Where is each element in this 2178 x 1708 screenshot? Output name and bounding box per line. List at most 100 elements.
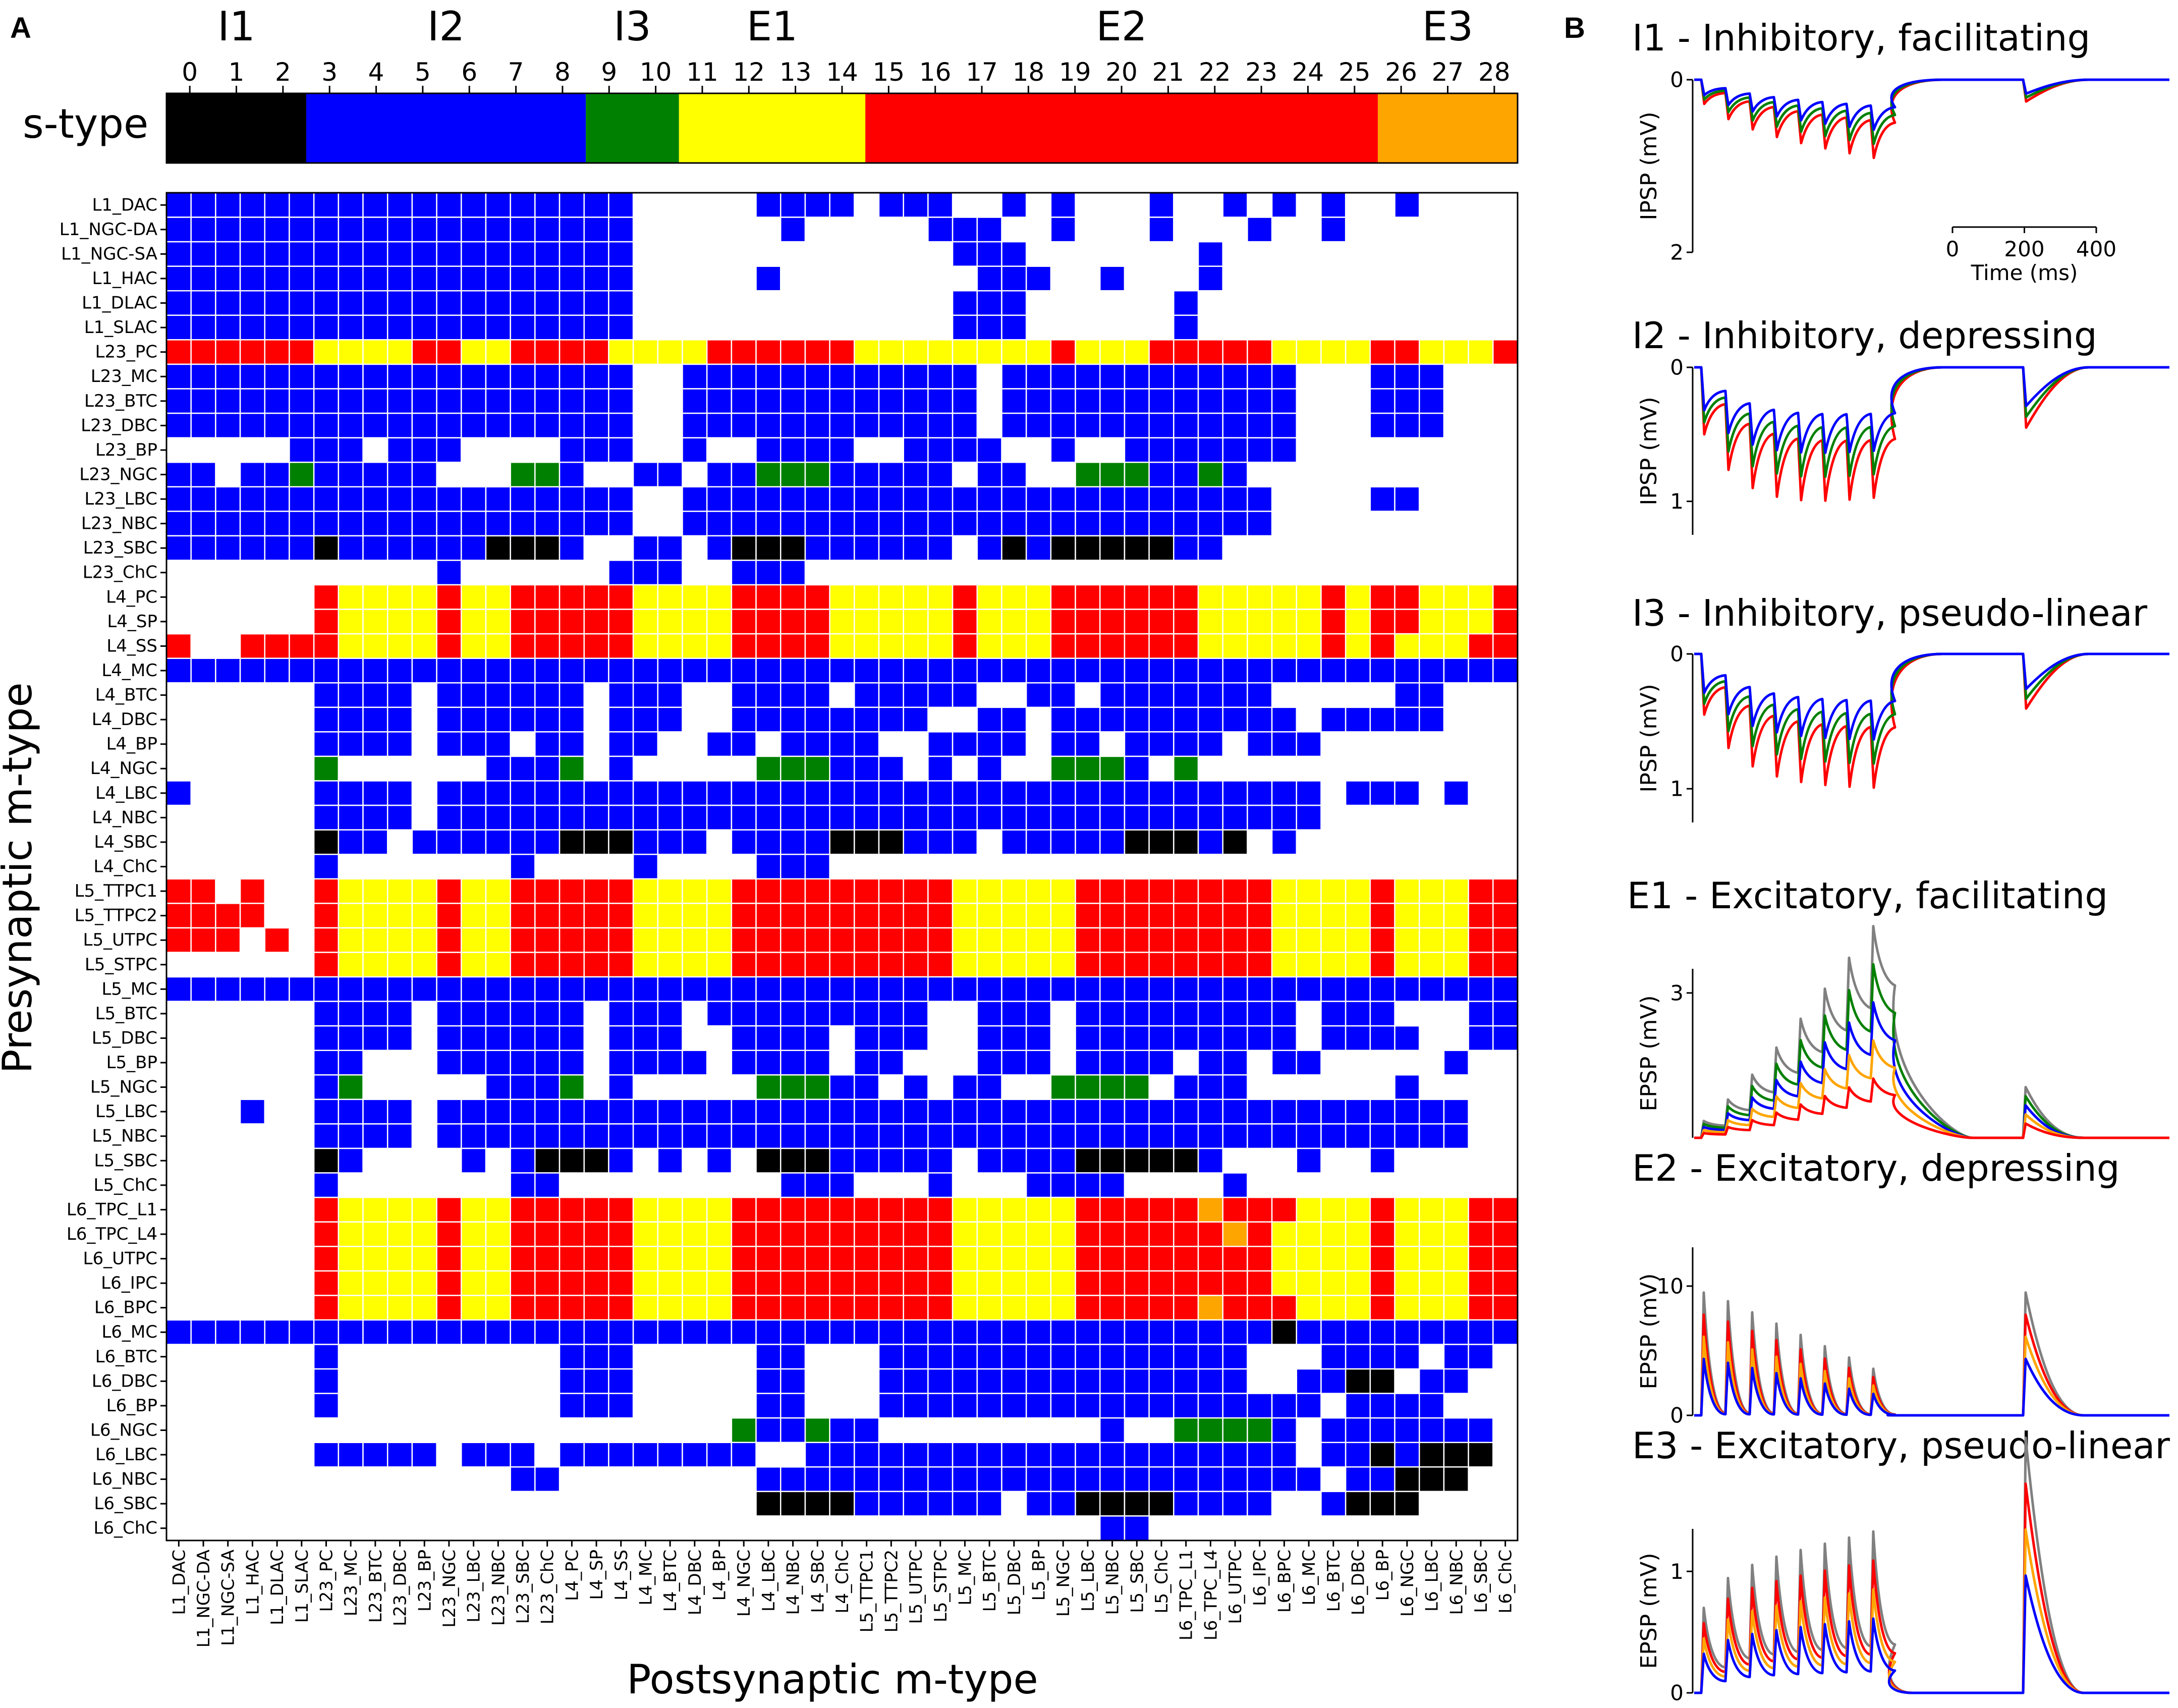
matrix-cell xyxy=(386,927,413,953)
matrix-cell xyxy=(731,560,757,586)
matrix-cell xyxy=(1001,903,1027,929)
matrix-cell xyxy=(1025,903,1052,929)
matrix-cell xyxy=(1148,731,1175,757)
matrix-cell xyxy=(1247,927,1273,953)
row-label: L6_ChC xyxy=(93,1518,157,1538)
matrix-cell xyxy=(1271,609,1298,635)
matrix-cell xyxy=(362,314,388,341)
matrix-cell xyxy=(1197,1074,1223,1100)
matrix-cell xyxy=(1173,633,1199,659)
matrix-cell xyxy=(903,388,929,414)
matrix-cell xyxy=(386,1245,413,1272)
matrix-cell xyxy=(1173,1344,1199,1370)
matrix-cell xyxy=(1173,461,1199,488)
matrix-cell xyxy=(706,511,733,537)
matrix-cell xyxy=(338,1074,364,1100)
matrix-cell xyxy=(485,241,511,267)
matrix-cell xyxy=(1001,878,1027,904)
matrix-cell xyxy=(436,1295,462,1321)
matrix-cell xyxy=(1099,1074,1126,1100)
matrix-cell xyxy=(780,1196,806,1223)
matrix-cell xyxy=(1345,927,1371,953)
matrix-cell xyxy=(1394,192,1420,218)
matrix-cell xyxy=(1271,706,1298,733)
matrix-cell xyxy=(461,633,487,659)
matrix-cell xyxy=(657,535,683,561)
matrix-cell xyxy=(1197,804,1223,831)
matrix-cell xyxy=(510,290,536,316)
matrix-cell xyxy=(952,1442,978,1468)
matrix-cell xyxy=(1222,1221,1248,1247)
matrix-cell xyxy=(1394,1466,1420,1493)
matrix-cell xyxy=(1025,1025,1052,1051)
matrix-cell xyxy=(534,706,561,733)
matrix-cell xyxy=(804,1491,830,1517)
matrix-cell xyxy=(804,633,830,659)
matrix-cell xyxy=(632,731,659,757)
matrix-cell xyxy=(1148,1098,1175,1125)
matrix-cell xyxy=(829,1417,855,1443)
matrix-cell xyxy=(559,1123,585,1149)
matrix-cell xyxy=(1050,1196,1076,1223)
matrix-cell xyxy=(706,927,733,953)
matrix-cell xyxy=(1173,755,1199,782)
matrix-cell xyxy=(1271,1050,1298,1076)
matrix-cell xyxy=(608,1442,634,1468)
matrix-cell xyxy=(1296,903,1322,929)
matrix-cell xyxy=(1148,584,1175,610)
matrix-cell xyxy=(1369,486,1395,512)
stype-number: 8 xyxy=(554,58,571,87)
matrix-cell xyxy=(1148,511,1175,537)
matrix-cell xyxy=(534,1245,561,1272)
matrix-cell xyxy=(313,657,340,684)
matrix-cell xyxy=(755,1344,781,1370)
matrix-cell xyxy=(780,1050,806,1076)
matrix-cell xyxy=(289,633,315,659)
matrix-cell xyxy=(976,1368,1002,1394)
matrix-cell xyxy=(362,363,388,390)
matrix-cell xyxy=(854,388,880,414)
matrix-cell xyxy=(1222,437,1248,463)
matrix-cell xyxy=(1247,412,1273,438)
matrix-cell xyxy=(1468,1196,1494,1223)
matrix-cell xyxy=(682,1050,708,1076)
matrix-cell xyxy=(583,265,609,292)
matrix-cell xyxy=(534,1074,561,1100)
matrix-cell xyxy=(657,780,683,806)
matrix-cell xyxy=(1148,461,1175,488)
matrix-cell xyxy=(1345,878,1371,904)
matrix-cell xyxy=(682,780,708,806)
matrix-cell xyxy=(461,1025,487,1051)
matrix-cell xyxy=(976,461,1002,488)
matrix-cell xyxy=(1197,511,1223,537)
matrix-cell xyxy=(1394,1393,1420,1419)
matrix-cell xyxy=(682,363,708,390)
matrix-cell xyxy=(952,290,978,316)
matrix-cell xyxy=(534,682,561,708)
matrix-cell xyxy=(338,1245,364,1272)
matrix-cell xyxy=(1124,878,1150,904)
matrix-cell xyxy=(1247,584,1273,610)
matrix-cell xyxy=(952,1098,978,1125)
matrix-cell xyxy=(1075,829,1101,855)
matrix-cell xyxy=(534,927,561,953)
matrix-cell xyxy=(485,535,511,561)
matrix-cell xyxy=(952,682,978,708)
matrix-cell xyxy=(1443,1417,1469,1443)
matrix-cell xyxy=(436,265,462,292)
matrix-cell xyxy=(411,461,437,488)
row-label: L4_DBC xyxy=(92,709,157,730)
matrix-cell xyxy=(461,388,487,414)
matrix-cell xyxy=(706,952,733,978)
matrix-cell xyxy=(386,216,413,243)
matrix-cell xyxy=(1394,412,1420,438)
matrix-cell xyxy=(461,1196,487,1223)
matrix-cell xyxy=(1247,1098,1273,1125)
matrix-cell xyxy=(1345,339,1371,365)
matrix-cell xyxy=(927,412,954,438)
matrix-cell xyxy=(804,511,830,537)
matrix-cell xyxy=(755,633,781,659)
matrix-cell xyxy=(1197,878,1223,904)
matrix-cell xyxy=(657,1221,683,1247)
matrix-cell xyxy=(411,927,437,953)
